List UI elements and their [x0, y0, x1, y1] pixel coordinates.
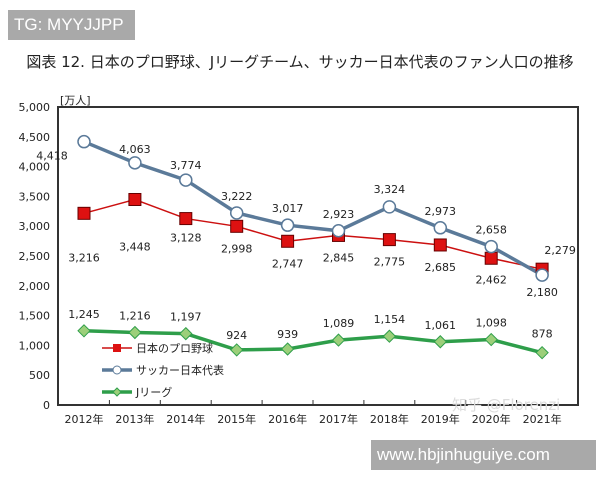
y-tick-label: 3,500	[19, 190, 51, 203]
series-line-3	[83, 329, 543, 355]
y-tick-label: 1,000	[19, 339, 51, 352]
y-tick-label: 5,000	[19, 101, 51, 114]
x-tick-label: 2015年	[217, 412, 256, 426]
y-tick-label: 3,000	[19, 220, 51, 233]
data-point-jleague	[179, 326, 193, 341]
data-label: 2,279	[544, 244, 576, 257]
data-label: 1,197	[170, 311, 202, 324]
data-point-soccer	[484, 239, 498, 254]
data-label: 3,324	[374, 183, 406, 196]
chart-title: 図表 12. 日本のプロ野球、Jリーグチーム、サッカー日本代表のファン人口の推移	[26, 53, 574, 71]
data-point-soccer	[433, 221, 448, 235]
watermark-top: TG: MYYJJPP	[8, 10, 135, 40]
legend-marker-diamond	[112, 387, 122, 397]
data-label: 4,418	[36, 150, 68, 163]
data-label: 2,180	[526, 286, 558, 299]
data-label: 3,774	[170, 159, 202, 172]
y-tick-label: 4,500	[19, 131, 51, 144]
data-label: 2,923	[323, 208, 355, 221]
data-label: 2,462	[475, 273, 507, 286]
data-label: 2,998	[221, 242, 253, 255]
data-label: 1,089	[323, 317, 355, 330]
data-label: 1,061	[425, 319, 457, 332]
data-point-jleague	[382, 329, 397, 343]
y-tick-label: 500	[29, 369, 50, 382]
data-label: 939	[277, 328, 298, 341]
data-point-baseball	[382, 233, 396, 247]
data-label: 3,017	[272, 202, 304, 215]
x-tick-label: 2019年	[421, 412, 460, 426]
data-point-baseball	[484, 251, 498, 265]
data-point-soccer	[331, 224, 346, 238]
data-point-jleague	[229, 343, 244, 357]
data-label: 2,775	[374, 256, 406, 269]
data-point-soccer	[382, 200, 397, 214]
y-tick-label: 0	[43, 399, 50, 412]
data-label: 2,658	[475, 224, 507, 237]
data-point-soccer	[535, 268, 549, 282]
data-label: 1,098	[475, 317, 507, 330]
data-point-jleague	[331, 333, 346, 347]
data-point-soccer	[77, 134, 91, 149]
data-label: 3,448	[119, 240, 151, 253]
data-label: 1,216	[119, 310, 151, 323]
data-point-baseball	[433, 238, 447, 252]
watermark-bottom: www.hbjinhuguiye.com	[371, 440, 596, 470]
data-point-baseball	[77, 206, 91, 220]
data-point-jleague	[128, 325, 142, 340]
y-tick-label: 1,500	[19, 310, 51, 323]
x-tick-label: 2014年	[166, 412, 205, 426]
data-point-jleague	[433, 335, 448, 349]
x-tick-label: 2017年	[319, 412, 358, 426]
data-point-jleague	[77, 324, 91, 338]
series-line-1	[83, 198, 543, 270]
data-point-jleague	[280, 342, 295, 356]
x-tick-label: 2012年	[65, 412, 104, 426]
data-label: 2,845	[323, 251, 355, 264]
data-point-soccer	[229, 206, 244, 220]
data-label: 878	[532, 328, 553, 341]
data-label: 2,747	[272, 257, 304, 270]
legend-marker-circle	[112, 365, 122, 375]
data-point-jleague	[535, 345, 549, 360]
plot-frame	[57, 106, 579, 406]
data-label: 2,973	[425, 205, 457, 218]
x-tick-label: 2016年	[268, 412, 307, 426]
data-label: 3,222	[221, 190, 253, 203]
series-line-2	[83, 140, 543, 277]
x-tick-label: 2020年	[472, 412, 511, 426]
x-tick-label: 2018年	[370, 412, 409, 426]
x-tick-label: 2021年	[523, 412, 562, 426]
data-point-jleague	[484, 332, 498, 347]
data-label: 1,245	[68, 308, 100, 321]
y-axis-unit-label: [万人]	[60, 94, 91, 107]
data-point-baseball	[179, 212, 193, 226]
legend-marker-square	[113, 344, 121, 352]
data-point-soccer	[128, 156, 142, 170]
data-point-baseball	[230, 219, 244, 233]
legend-label: 日本のプロ野球	[136, 341, 213, 355]
x-tick-label: 2013年	[115, 412, 154, 426]
legend-label: Jリーグ	[135, 385, 172, 399]
data-label: 3,216	[68, 251, 100, 264]
data-point-soccer	[280, 218, 295, 232]
watermark-zhihu: 知乎 @Florenzi	[452, 396, 560, 414]
data-label: 2,685	[425, 261, 457, 274]
data-point-soccer	[179, 173, 193, 187]
y-tick-label: 2,500	[19, 250, 51, 263]
legend-label: サッカー日本代表	[136, 363, 224, 377]
data-label: 1,154	[374, 313, 406, 326]
data-label: 3,128	[170, 232, 202, 245]
data-point-baseball	[281, 234, 295, 248]
y-tick-label: 4,000	[19, 161, 51, 174]
data-label: 924	[226, 329, 247, 342]
y-tick-label: 2,000	[19, 280, 51, 293]
data-label: 4,063	[119, 143, 151, 156]
data-point-baseball	[128, 192, 142, 206]
